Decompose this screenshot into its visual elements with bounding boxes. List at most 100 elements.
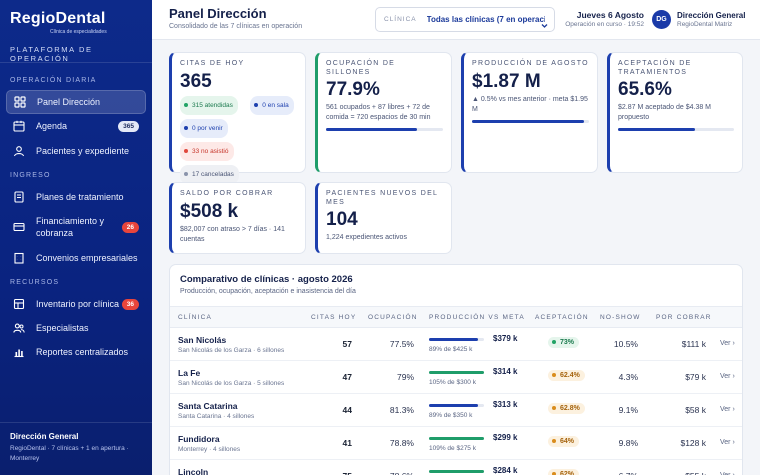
user-menu[interactable]: Dirección General RegioDental Matriz xyxy=(677,11,745,28)
no-show-value: 9.8% xyxy=(618,438,638,448)
sidebar-item-label: Panel Dirección xyxy=(37,97,101,107)
progress-fill xyxy=(472,119,585,123)
status-badge-no-asistio: 33 no asistió xyxy=(180,141,234,161)
sidebar-item-especialistas[interactable]: Especialistas xyxy=(6,316,146,340)
clinic-selector-label: CLÍNICA xyxy=(384,16,417,23)
sidebar-item-reportes[interactable]: Reportes centralizados xyxy=(6,340,146,364)
table-row[interactable]: Fundidora Monterrey · 4 sillones 41 78.8% $2… xyxy=(170,427,742,460)
section-label-ingreso: INGRESO xyxy=(10,172,51,179)
kpi-card-ocupacion[interactable]: OCUPACIÓN DE SILLONES 77.9% 561 ocupados… xyxy=(315,52,452,173)
current-date: Jueves 6 Agosto xyxy=(576,10,644,20)
sidebar-item-label: Inventario por clínica xyxy=(36,299,120,309)
acceptance-badge: 64% xyxy=(548,436,580,447)
panel-title: Comparativo de clínicas · agosto 2026 xyxy=(180,274,353,285)
view-row-link[interactable]: Ver › xyxy=(720,472,735,475)
table-row[interactable]: Santa Catarina Santa Catarina · 4 sillone… xyxy=(170,394,742,427)
kpi-label: OCUPACIÓN DE SILLONES xyxy=(326,60,396,76)
building-icon xyxy=(12,251,26,265)
column-header-clinica[interactable]: CLÍNICA xyxy=(178,314,213,321)
clinic-location: San Nicolás de los Garza · 6 sillones xyxy=(178,347,285,354)
kpi-card-produccion[interactable]: PRODUCCIÓN DE AGOSTO $1.87 M ▲ 0.5% vs m… xyxy=(461,52,598,173)
sidebar-item-label: Convenios empresariales xyxy=(36,253,138,263)
production-bar-fill xyxy=(429,338,478,341)
sidebar-footer[interactable]: Dirección General RegioDental · 7 clínic… xyxy=(0,422,152,475)
progress-bar xyxy=(326,128,443,131)
por-cobrar-value: $55 k xyxy=(658,471,706,475)
table-row[interactable]: Lincoln 75 78.6% $284 k 62% 6.7% $55 k Ver › xyxy=(170,460,742,475)
progress-bar xyxy=(472,119,589,123)
status-badge-por-venir: 0 por venir xyxy=(180,118,228,138)
production-bar xyxy=(429,371,484,374)
sidebar-item-financiamiento[interactable]: Financiamiento y cobranza 26 xyxy=(6,212,146,242)
ocupacion-value: 79% xyxy=(396,372,414,382)
operation-status: Operación en curso · 19:52 xyxy=(565,21,644,28)
clinic-name: Lincoln xyxy=(178,467,209,475)
production-value: $284 k xyxy=(493,466,518,475)
sidebar-item-convenios[interactable]: Convenios empresariales xyxy=(6,246,146,270)
clinic-name: Santa Catarina xyxy=(178,401,238,411)
kpi-label: CITAS DE HOY xyxy=(180,60,245,67)
production-meta: 109% de $275 k xyxy=(429,445,476,452)
sidebar-divider xyxy=(0,62,152,63)
platform-label: PLATAFORMA DE OPERACIÓN xyxy=(10,45,93,63)
citas-hoy-value: 47 xyxy=(342,372,352,382)
clinic-location: Monterrey · 4 sillones xyxy=(178,446,241,453)
column-header-no-show[interactable]: NO-SHOW xyxy=(600,314,641,321)
kpi-value: $1.87 M xyxy=(472,70,541,92)
chart-icon xyxy=(12,345,26,359)
sidebar-item-planes[interactable]: Planes de tratamiento xyxy=(6,185,146,209)
panel-subtitle: Producción, ocupación, aceptación e inas… xyxy=(180,288,356,295)
view-row-link[interactable]: Ver › xyxy=(720,406,735,413)
column-header-por-cobrar[interactable]: POR COBRAR xyxy=(656,314,712,321)
logo-subtitle: Clínica de especialidades xyxy=(50,29,107,35)
por-cobrar-value: $79 k xyxy=(685,372,706,382)
acceptance-badge: 62.8% xyxy=(548,403,585,414)
kpi-value: 365 xyxy=(180,70,212,92)
page-subtitle: Consolidado de las 7 clínicas en operaci… xyxy=(169,23,303,30)
table-row[interactable]: La Fe San Nicolás de los Garza · 5 sillon… xyxy=(170,361,742,394)
view-row-link[interactable]: Ver › xyxy=(720,373,735,380)
clinics-comparison-panel: Comparativo de clínicas · agosto 2026 Pr… xyxy=(169,264,743,475)
kpi-card-nuevos[interactable]: PACIENTES NUEVOS DEL MES 104 1,224 exped… xyxy=(315,182,452,254)
sidebar-item-panel-direccion[interactable]: Panel Dirección xyxy=(6,90,146,114)
por-cobrar-value: $128 k xyxy=(680,438,706,448)
footer-title: Dirección General xyxy=(10,432,79,441)
acceptance-badge: 62% xyxy=(548,469,580,475)
user-name: Dirección General xyxy=(677,11,746,20)
sidebar-item-agenda[interactable]: Agenda 365 xyxy=(6,114,146,138)
sidebar-item-label: Planes de tratamiento xyxy=(36,192,124,202)
kpi-value: 104 xyxy=(326,209,358,230)
column-header-ocupacion[interactable]: OCUPACIÓN xyxy=(368,314,418,321)
citas-hoy-value: 44 xyxy=(342,405,352,415)
date-status: Jueves 6 Agosto Operación en curso · 19:… xyxy=(557,10,644,28)
clinic-name: San Nicolás xyxy=(178,335,227,345)
production-bar-fill xyxy=(429,470,484,473)
sidebar-item-inventario[interactable]: Inventario por clínica 36 xyxy=(6,292,146,316)
sidebar-item-label: Financiamiento y cobranza xyxy=(36,216,105,238)
view-row-link[interactable]: Ver › xyxy=(720,340,735,347)
production-bar-fill xyxy=(429,437,484,440)
column-header-aceptacion[interactable]: ACEPTACIÓN xyxy=(535,314,589,321)
status-badge-canceladas: 17 canceladas xyxy=(180,164,239,184)
logo[interactable]: RegioDental Clínica de especialidades xyxy=(10,10,107,35)
table-row[interactable]: San Nicolás San Nicolás de los Garza · 6 … xyxy=(170,328,742,361)
user-icon xyxy=(12,144,26,158)
kpi-card-citas[interactable]: CITAS DE HOY 365 315 atendidas 0 en sala… xyxy=(169,52,306,184)
kpi-card-saldo[interactable]: SALDO POR COBRAR $508 k $82,007 con atra… xyxy=(169,182,306,254)
column-header-produccion[interactable]: PRODUCCIÓN VS META xyxy=(429,314,525,321)
sidebar-item-pacientes[interactable]: Pacientes y expediente xyxy=(6,139,146,163)
kpi-value: 77.9% xyxy=(326,79,380,100)
grid-icon xyxy=(13,95,27,109)
kpi-card-aceptacion[interactable]: ACEPTACIÓN DE TRATAMIENTOS 65.6% $2.87 M… xyxy=(607,52,743,173)
citas-hoy-value: 57 xyxy=(342,339,352,349)
column-header-citas[interactable]: CITAS HOY xyxy=(311,314,357,321)
card-icon xyxy=(12,220,26,234)
avatar[interactable]: DG xyxy=(652,10,671,29)
kpi-description: $2.87 M aceptado de $4.38 M propuesto xyxy=(618,104,712,121)
view-row-link[interactable]: Ver › xyxy=(720,439,735,446)
sidebar-item-label: Especialistas xyxy=(36,323,89,333)
production-bar xyxy=(429,437,484,440)
agenda-count-badge: 365 xyxy=(118,120,139,132)
progress-fill xyxy=(618,128,695,131)
clinic-selector[interactable]: CLÍNICA Todas las clínicas (7 en operaci… xyxy=(375,7,555,32)
